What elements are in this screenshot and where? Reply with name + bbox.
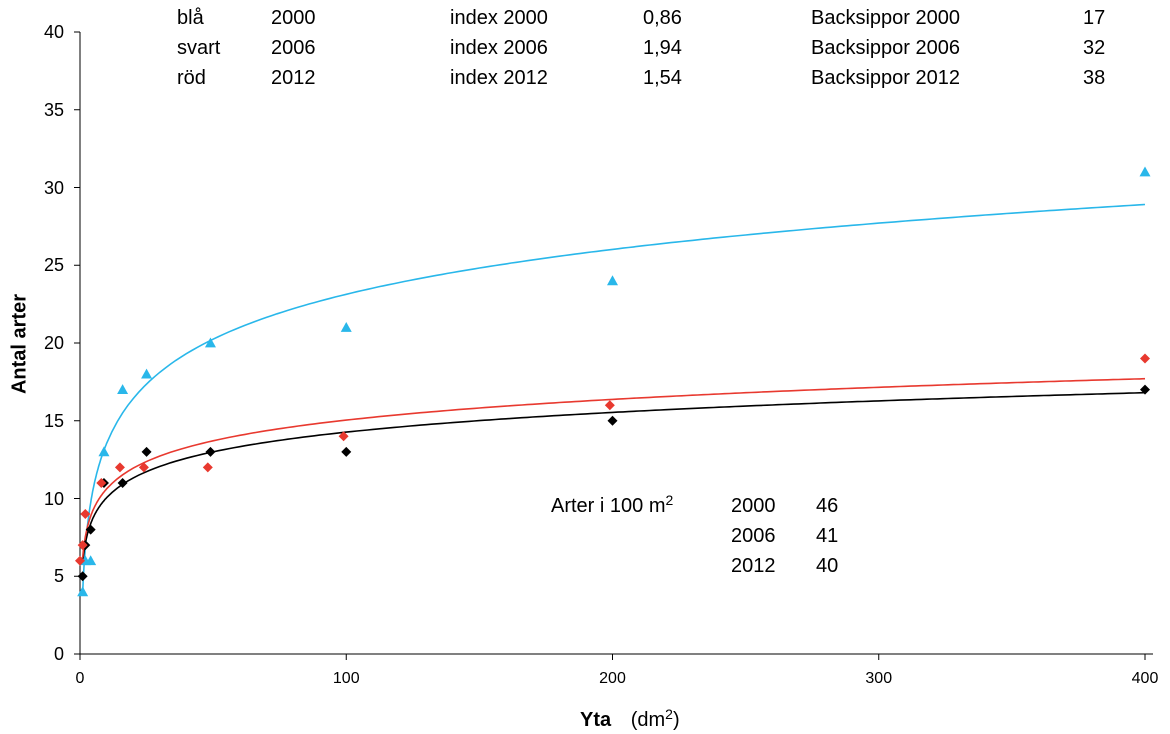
data-point-diamond-1 [85, 524, 96, 535]
legend-index-value-1: 1,94 [643, 37, 682, 59]
legend-backsippor-value-1: 32 [1083, 37, 1106, 59]
data-point-diamond-2 [1140, 353, 1150, 364]
x-tick-label: 100 [332, 670, 360, 687]
data-point-triangle-0 [117, 384, 129, 395]
x-tick-label: 300 [865, 670, 893, 687]
legend-index-value-2: 1,54 [643, 67, 682, 89]
x-tick-label: 200 [599, 670, 626, 687]
species-year-1: 2006 [731, 525, 776, 547]
data-point-diamond-1 [341, 446, 352, 457]
data-point-diamond-1 [205, 446, 216, 457]
data-point-triangle-0 [77, 586, 89, 597]
data-point-triangle-0 [1139, 166, 1151, 177]
legend-color-0: blå [177, 7, 204, 29]
species-value-2: 40 [816, 555, 839, 577]
legend-backsippor-label-2: Backsippor 2012 [811, 67, 960, 89]
species-value-0: 46 [816, 495, 839, 517]
y-tick-label: 10 [43, 488, 64, 509]
legend-year-2: 2012 [271, 67, 316, 89]
axes [74, 31, 1153, 660]
legend-backsippor-value-2: 38 [1083, 67, 1106, 89]
species-year-2: 2012 [731, 555, 776, 577]
data-point-diamond-1 [77, 571, 88, 582]
data-point-diamond-2 [338, 431, 349, 442]
legend-backsippor-value-0: 17 [1083, 7, 1106, 29]
data-point-diamond-2 [604, 400, 615, 411]
data-point-triangle-0 [141, 368, 153, 379]
legend-year-1: 2006 [271, 37, 316, 59]
data-point-triangle-0 [85, 555, 97, 566]
x-axis-label: Yta [580, 709, 612, 731]
data-point-diamond-2 [202, 462, 213, 473]
x-tick-label: 400 [1131, 670, 1159, 687]
y-tick-label: 30 [43, 177, 64, 198]
y-tick-label: 40 [43, 22, 64, 42]
x-axis-unit-close: ) [672, 709, 680, 731]
data-point-diamond-2 [75, 555, 85, 566]
legend-color-1: svart [177, 37, 221, 59]
x-axis-unit-sup: 2 [665, 706, 673, 722]
data-point-diamond-1 [1140, 384, 1150, 395]
y-axis-title: Antal arter [9, 294, 32, 394]
legend-color-2: röd [177, 67, 206, 89]
data-point-triangle-0 [98, 446, 110, 457]
data-point-diamond-2 [114, 462, 125, 473]
y-tick-label: 35 [43, 99, 64, 120]
legend-backsippor-label-1: Backsippor 2006 [811, 37, 960, 59]
y-tick-label: 5 [53, 566, 64, 587]
data-point-triangle-0 [204, 337, 216, 348]
y-tick-label: 25 [43, 255, 64, 276]
x-axis-unit: (dm [630, 709, 666, 731]
species-box-label-sup: 2 [665, 492, 674, 508]
legend-year-0: 2000 [271, 7, 316, 29]
data-point-triangle-0 [340, 321, 352, 332]
x-axis-title: Yta (dm2) [580, 706, 680, 732]
data-points [75, 166, 1151, 597]
y-tick-label: 0 [53, 644, 64, 664]
data-point-diamond-1 [117, 477, 128, 488]
trend-lines [81, 203, 1146, 593]
legend-index-label-1: index 2006 [450, 37, 548, 59]
trend-line-2 [81, 377, 1146, 558]
y-tick-label: 15 [43, 410, 64, 431]
y-axis-label: Antal arter [8, 293, 31, 395]
species-box-label-text: Arter i 100 m [551, 495, 666, 517]
data-point-diamond-2 [77, 540, 88, 551]
species-value-1: 41 [816, 525, 839, 547]
species-box-label: Arter i 100 m2 [551, 492, 674, 518]
data-point-diamond-2 [96, 477, 107, 488]
data-point-diamond-1 [141, 446, 152, 457]
trend-line-1 [81, 391, 1146, 564]
data-point-diamond-2 [138, 462, 149, 473]
y-tick-label: 20 [43, 333, 64, 353]
legend-index-label-0: index 2000 [450, 7, 548, 29]
x-tick-label: 0 [75, 670, 85, 687]
trend-line-0 [81, 203, 1146, 593]
legend-index-label-2: index 2012 [450, 67, 548, 89]
species-year-0: 2000 [731, 495, 776, 517]
data-point-diamond-2 [80, 509, 91, 520]
legend-index-value-0: 0,86 [643, 7, 682, 29]
data-point-triangle-0 [607, 275, 618, 286]
data-point-diamond-1 [607, 415, 618, 426]
legend-backsippor-label-0: Backsippor 2000 [811, 7, 960, 29]
